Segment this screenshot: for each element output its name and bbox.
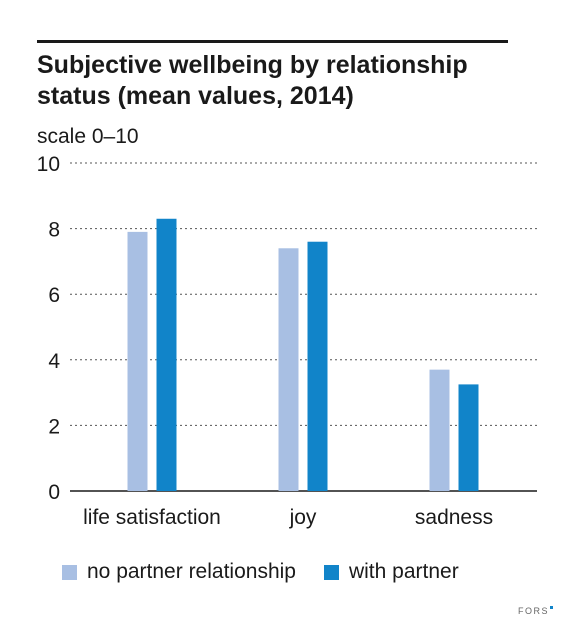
x-tick-label-joy: joy bbox=[289, 506, 317, 529]
y-tick-label-0: 0 bbox=[48, 481, 60, 504]
logo-text: FORS bbox=[517, 606, 549, 616]
bar-joy-with-partner bbox=[307, 241, 328, 491]
y-tick-label-2: 2 bbox=[48, 415, 60, 438]
bar-joy-no-partner bbox=[278, 248, 299, 491]
y-tick-label-6: 6 bbox=[48, 284, 60, 307]
bar-life-satisfaction-no-partner bbox=[127, 231, 148, 491]
x-tick-label-life-satisfaction: life satisfaction bbox=[83, 506, 221, 529]
legend-item-with-partner: with partner bbox=[323, 560, 459, 584]
legend-swatch-with-partner bbox=[323, 564, 339, 580]
y-tick-label-8: 8 bbox=[48, 219, 60, 242]
legend-swatch-no-partner bbox=[62, 564, 77, 580]
logo-dot-icon bbox=[550, 606, 553, 609]
legend-label-no-partner: no partner relationship bbox=[87, 560, 296, 583]
bar-life-satisfaction-with-partner bbox=[156, 218, 177, 491]
y-tick-label-4: 4 bbox=[48, 350, 60, 373]
legend-label-with-partner: with partner bbox=[348, 560, 459, 583]
y-axis-unit-label: scale 0–10 bbox=[37, 125, 139, 148]
y-tick-label-10: 10 bbox=[37, 153, 60, 176]
bar-sadness-with-partner bbox=[458, 384, 479, 491]
chart-title: Subjective wellbeing by relationship sta… bbox=[37, 51, 468, 110]
title-rule bbox=[37, 40, 508, 43]
bar-sadness-no-partner bbox=[429, 369, 450, 491]
x-tick-label-sadness: sadness bbox=[415, 506, 493, 529]
legend: no partner relationship with partner bbox=[62, 560, 487, 584]
fors-logo: FORS bbox=[518, 606, 553, 616]
legend-item-no-partner: no partner relationship bbox=[62, 560, 296, 584]
